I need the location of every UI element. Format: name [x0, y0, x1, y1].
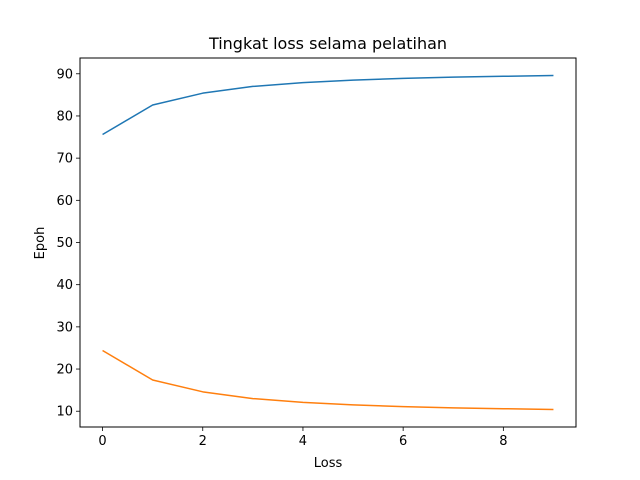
plot-area — [102, 74, 554, 411]
x-tick-label: 4 — [299, 434, 307, 449]
series-line-2 — [102, 349, 554, 411]
y-tick-label: 20 — [56, 363, 73, 378]
y-tick-label: 90 — [56, 67, 73, 82]
y-tick-label: 60 — [56, 194, 73, 209]
series-line-1 — [102, 74, 554, 136]
y-tick-label: 10 — [56, 405, 73, 420]
plot-frame — [79, 57, 577, 428]
x-tick-label: 8 — [499, 434, 507, 449]
y-tick-label: 70 — [56, 152, 73, 167]
x-axis-label: Loss — [314, 456, 343, 471]
y-tick-label: 40 — [56, 278, 73, 293]
y-tick-label: 30 — [56, 320, 73, 335]
y-axis-label: Epoh — [33, 227, 48, 260]
x-axis: 0 2 4 6 8 — [98, 427, 507, 449]
y-tick-label: 50 — [56, 236, 73, 251]
chart-title: Tingkat loss selama pelatihan — [208, 34, 447, 53]
x-tick-label: 2 — [199, 434, 207, 449]
x-tick-label: 0 — [98, 434, 106, 449]
y-tick-label: 80 — [56, 109, 73, 124]
x-tick-label: 6 — [399, 434, 407, 449]
y-axis: 10 20 30 40 50 60 70 80 90 — [56, 67, 80, 420]
